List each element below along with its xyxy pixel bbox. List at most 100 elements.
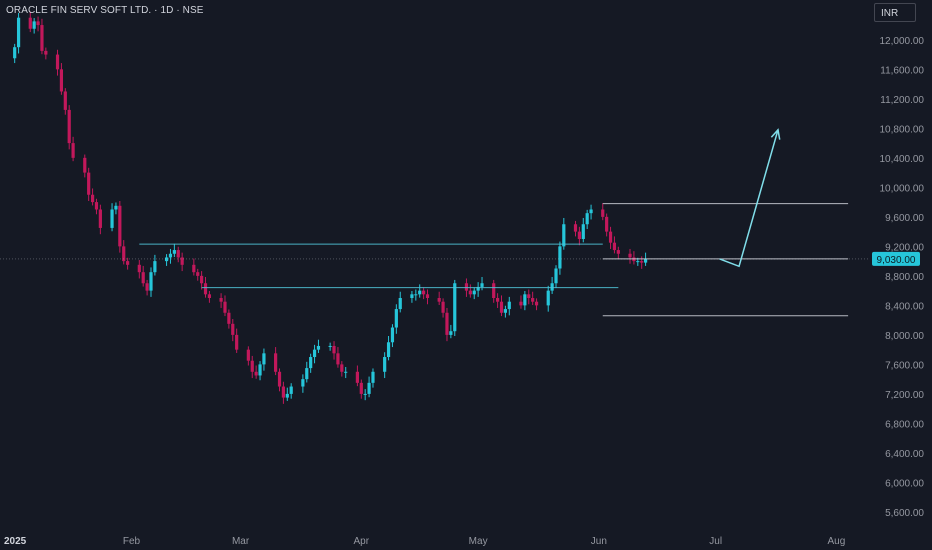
y-tick-label: 6,000.00 bbox=[885, 478, 924, 489]
candle-body bbox=[118, 205, 122, 247]
candle bbox=[63, 88, 67, 115]
candle-body bbox=[492, 283, 496, 299]
candle bbox=[418, 284, 422, 298]
candle bbox=[640, 256, 644, 269]
time-axis[interactable]: 2025 Feb Mar Apr May Jun Jul Aug bbox=[4, 536, 845, 547]
candle bbox=[550, 276, 554, 294]
candle-body bbox=[145, 283, 149, 291]
candle-body bbox=[94, 202, 99, 210]
candle-body bbox=[562, 224, 566, 247]
candle-body bbox=[16, 17, 21, 48]
candle-body bbox=[390, 327, 395, 343]
arrow-head bbox=[770, 128, 781, 140]
candle bbox=[531, 291, 535, 306]
x-tick-label: Mar bbox=[232, 536, 250, 547]
candle bbox=[476, 282, 480, 297]
candle bbox=[176, 246, 180, 263]
y-tick-label: 11,600.00 bbox=[880, 65, 924, 76]
candle bbox=[523, 290, 527, 311]
candle bbox=[534, 298, 539, 311]
candle bbox=[98, 204, 102, 235]
candle bbox=[608, 226, 613, 249]
candle bbox=[577, 226, 581, 246]
candle bbox=[231, 319, 235, 342]
y-tick-label: 10,800.00 bbox=[880, 124, 925, 135]
candle-body bbox=[616, 250, 620, 254]
candle bbox=[149, 267, 153, 297]
candle-body bbox=[546, 290, 550, 306]
y-tick-label: 5,600.00 bbox=[885, 508, 924, 519]
candle-body bbox=[281, 386, 286, 398]
candle-body bbox=[207, 294, 212, 299]
candle-body bbox=[301, 379, 305, 387]
candle-body bbox=[418, 290, 422, 295]
candle-body bbox=[44, 50, 48, 55]
candle-body bbox=[628, 253, 632, 258]
candle-body bbox=[585, 213, 589, 225]
candle-body bbox=[336, 353, 340, 365]
x-tick-label: Apr bbox=[354, 536, 370, 547]
candle-body bbox=[235, 334, 239, 350]
candle-body bbox=[550, 283, 554, 291]
y-tick-label: 12,000.00 bbox=[880, 36, 925, 47]
candle-body bbox=[67, 109, 71, 144]
candle bbox=[340, 361, 344, 377]
candle bbox=[386, 335, 391, 361]
candle bbox=[546, 285, 550, 312]
candle bbox=[145, 279, 149, 296]
candle bbox=[153, 254, 157, 276]
candle-body bbox=[398, 298, 402, 310]
candle-body bbox=[507, 301, 511, 310]
candle-body bbox=[371, 371, 375, 383]
candle bbox=[562, 217, 566, 250]
candle-body bbox=[219, 298, 223, 302]
candle bbox=[227, 309, 231, 329]
candle-body bbox=[437, 298, 441, 302]
candle-body bbox=[246, 349, 250, 361]
candle bbox=[250, 355, 254, 379]
symbol-title[interactable]: ORACLE FIN SERV SOFT LTD. · 1D · NSE bbox=[6, 5, 204, 16]
candle bbox=[235, 328, 239, 353]
candle bbox=[441, 298, 445, 318]
candle bbox=[274, 347, 278, 376]
x-tick-label: May bbox=[469, 536, 488, 547]
last-price-layer: 9,030.00 bbox=[872, 251, 920, 266]
candle-body bbox=[250, 360, 254, 372]
candle bbox=[336, 347, 340, 368]
candle bbox=[219, 293, 223, 308]
candle-body bbox=[110, 209, 114, 228]
candle-body bbox=[531, 298, 535, 302]
candle-body bbox=[83, 157, 87, 173]
candle bbox=[137, 260, 141, 279]
candle bbox=[410, 290, 414, 303]
candle-body bbox=[367, 382, 371, 394]
candle bbox=[312, 344, 317, 364]
candle bbox=[301, 374, 305, 393]
candle bbox=[328, 342, 332, 351]
candle bbox=[394, 304, 398, 334]
candle-body bbox=[312, 349, 317, 358]
candle-body bbox=[612, 242, 617, 251]
candle bbox=[628, 248, 632, 264]
candle bbox=[453, 279, 457, 336]
candle-body bbox=[63, 91, 67, 110]
candle-body bbox=[605, 216, 609, 232]
currency-button[interactable]: INR bbox=[874, 3, 916, 22]
candle-body bbox=[422, 290, 426, 295]
candle-body bbox=[231, 323, 235, 335]
candle-body bbox=[577, 231, 581, 239]
candle bbox=[168, 248, 173, 264]
candle-body bbox=[394, 309, 398, 328]
price-axis[interactable]: 12,000.00 11,600.00 11,200.00 10,800.00 10,4… bbox=[880, 36, 925, 519]
candle-body bbox=[137, 264, 141, 273]
candle-body bbox=[176, 250, 180, 258]
x-tick-label: Feb bbox=[123, 536, 141, 547]
candle bbox=[390, 324, 395, 348]
y-tick-label: 9,200.00 bbox=[885, 242, 924, 253]
candle bbox=[585, 209, 589, 230]
candle bbox=[581, 217, 585, 243]
y-tick-label: 10,000.00 bbox=[880, 183, 925, 194]
candle-body bbox=[153, 261, 157, 273]
y-tick-label: 6,800.00 bbox=[885, 419, 924, 430]
